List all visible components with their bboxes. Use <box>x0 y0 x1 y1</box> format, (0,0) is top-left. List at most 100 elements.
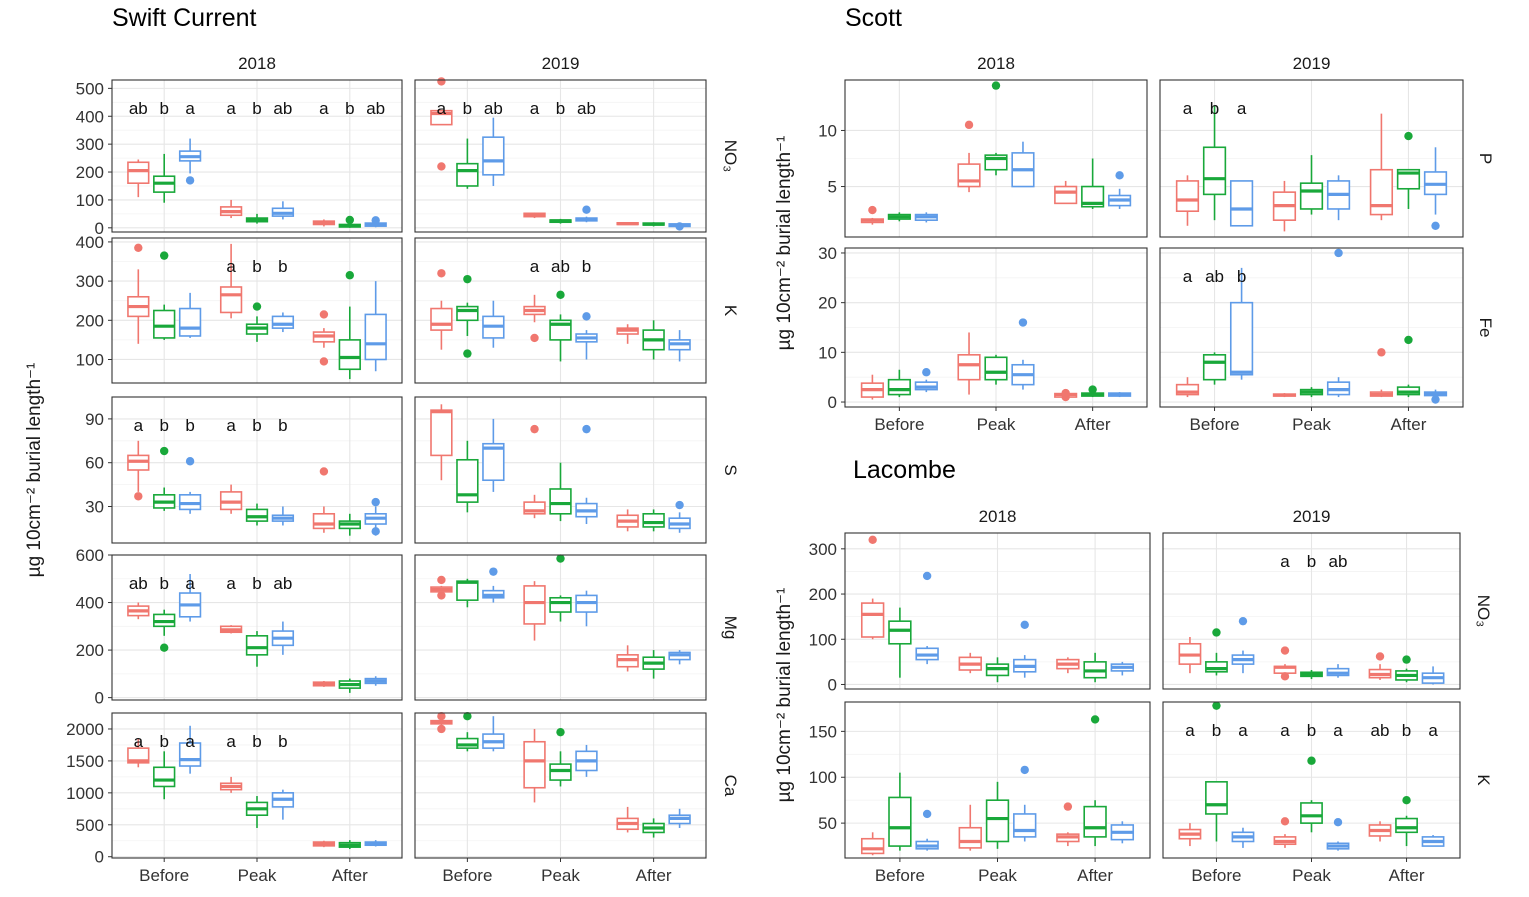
significance-letter: a <box>226 99 236 118</box>
box-iqr <box>271 315 295 329</box>
box-outlier-point <box>134 243 143 252</box>
box-iqr <box>984 356 1008 381</box>
y-tick-label: 300 <box>76 272 104 291</box>
box-iqr <box>1300 802 1323 824</box>
significance-letter: b <box>159 574 168 593</box>
box-outlier-point <box>1061 388 1070 398</box>
panel-2-1-2019: a b a a b a ab b a <box>1162 701 1461 859</box>
panel-2-0-2019: a b ab <box>1162 532 1461 690</box>
box-outlier-point <box>437 575 446 585</box>
box-outlier-point <box>345 215 354 225</box>
x-tick-label: After <box>1075 415 1111 434</box>
box-iqr <box>430 409 453 457</box>
significance-letter: ab <box>484 99 503 118</box>
significance-letter: a <box>1280 552 1290 571</box>
significance-letter: b <box>1237 267 1246 286</box>
x-tick-label: Before <box>139 866 189 885</box>
significance-letter: b <box>278 732 287 751</box>
y-tick-label: 100 <box>809 768 837 787</box>
y-tick-label: 200 <box>76 641 104 660</box>
significance-letter: a <box>185 732 195 751</box>
box-outlier-point <box>1020 620 1029 629</box>
box-outlier-point <box>991 81 1001 90</box>
y-tick-label: 200 <box>809 585 837 604</box>
box-outlier-point <box>1402 655 1411 664</box>
y-tick-label: 100 <box>76 350 104 369</box>
box-outlier-point <box>1063 802 1073 811</box>
y-tick-label: 400 <box>76 107 104 126</box>
y-tick-label: 30 <box>818 244 837 263</box>
box-outlier-point <box>463 274 472 284</box>
significance-letter: ab <box>129 574 148 593</box>
box-iqr <box>1083 805 1107 838</box>
panel-0-3-2019 <box>414 554 707 701</box>
y-tick-label: 0 <box>828 675 837 694</box>
box-iqr <box>642 512 665 528</box>
significance-letter: b <box>278 257 287 276</box>
significance-letter: b <box>252 416 261 435</box>
box-outlier-point <box>463 349 472 358</box>
box-outlier-point <box>437 77 446 86</box>
box-outlier-point <box>252 302 262 311</box>
nutrient-strip-label: NO₃ <box>721 140 740 172</box>
box-iqr <box>1299 182 1324 210</box>
box-iqr <box>127 747 150 764</box>
significance-letter: a <box>1238 721 1248 740</box>
box-outlier-point <box>1333 818 1343 827</box>
significance-letter: b <box>185 416 194 435</box>
box-outlier-point <box>1212 628 1221 637</box>
significance-letter: b <box>1402 721 1411 740</box>
significance-letter: a <box>530 257 540 276</box>
box-outlier-point <box>185 457 195 466</box>
y-axis-label: µg 10cm⁻² burial length⁻¹ <box>774 136 795 351</box>
panel-0-0-2019: a b ab a b ab <box>414 77 707 233</box>
y-tick-label: 600 <box>76 546 104 565</box>
panel-1-1-2018 <box>844 247 1148 408</box>
panel-0-4-2019 <box>414 711 707 859</box>
nutrient-strip-label: Fe <box>1476 318 1495 338</box>
panel-0-2-2019 <box>414 396 707 544</box>
x-tick-label: After <box>1391 415 1427 434</box>
panel-border <box>414 396 707 544</box>
significance-letter: a <box>437 99 447 118</box>
significance-letter: a <box>1183 267 1193 286</box>
box-iqr <box>888 796 912 847</box>
x-tick-label: After <box>636 866 672 885</box>
box-outlier-point <box>556 290 565 300</box>
y-tick-label: 400 <box>76 233 104 252</box>
significance-letter: ab <box>366 99 385 118</box>
y-tick-label: 200 <box>76 311 104 330</box>
y-tick-label: 300 <box>809 540 837 559</box>
box-outlier-point <box>530 333 539 343</box>
box-iqr <box>958 826 982 849</box>
panel-2-0-2018 <box>844 532 1151 690</box>
box-iqr <box>985 799 1010 843</box>
box-outlier-point <box>160 643 169 652</box>
panel-border <box>111 396 403 544</box>
box-iqr <box>178 307 202 337</box>
panel-border <box>111 79 403 233</box>
significance-letter: a <box>530 99 540 118</box>
significance-letter: a <box>185 574 195 593</box>
box-iqr <box>1013 813 1037 838</box>
box-outlier-point <box>437 724 446 734</box>
significance-letter: b <box>463 99 472 118</box>
box-iqr <box>312 512 336 530</box>
box-iqr <box>1175 180 1200 213</box>
box-outlier-point <box>922 368 931 377</box>
significance-letter: a <box>1185 721 1195 740</box>
site-title-swift-current: Swift Current <box>112 4 257 32</box>
panel-border <box>1162 532 1461 690</box>
box-outlier-point <box>1280 672 1290 681</box>
box-outlier-point <box>964 120 974 130</box>
box-outlier-point <box>582 312 591 321</box>
significance-letter: b <box>252 99 261 118</box>
box-iqr <box>153 766 176 788</box>
x-tick-label: Before <box>874 415 924 434</box>
box-outlier-point <box>437 591 446 600</box>
significance-letter: b <box>345 99 354 118</box>
significance-letter: b <box>1307 721 1316 740</box>
